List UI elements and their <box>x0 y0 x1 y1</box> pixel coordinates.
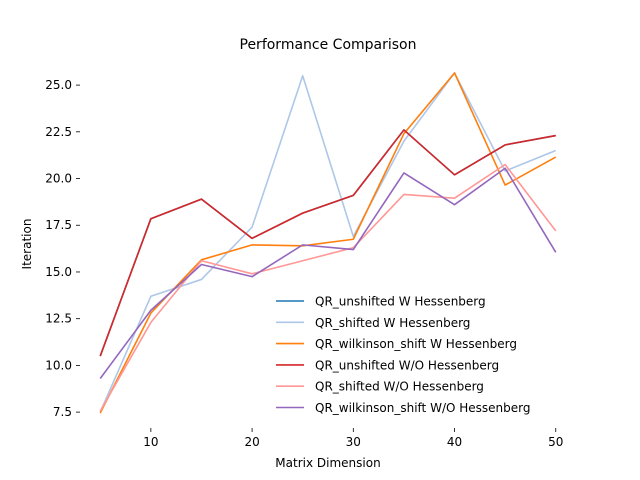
y-tick-label: 7.5 <box>53 405 72 419</box>
legend-label: QR_shifted W Hessenberg <box>315 316 470 330</box>
legend-label: QR_shifted W/O Hessenberg <box>315 380 484 394</box>
x-tick-label: 50 <box>548 435 563 449</box>
y-axis-label: Iteration <box>20 219 34 270</box>
chart-title: Performance Comparison <box>240 37 417 53</box>
y-tick-label: 22.5 <box>45 125 72 139</box>
x-tick-label: 10 <box>143 435 158 449</box>
x-axis-label: Matrix Dimension <box>275 456 380 470</box>
x-tick-label: 20 <box>244 435 259 449</box>
y-tick-label: 12.5 <box>45 312 72 326</box>
series-line <box>99 167 557 379</box>
legend-label: QR_wilkinson_shift W/O Hessenberg <box>315 401 530 415</box>
series-layer <box>99 72 557 414</box>
y-tick-label: 15.0 <box>45 265 72 279</box>
series-line <box>99 163 557 412</box>
legend-label: QR_unshifted W/O Hessenberg <box>315 358 499 372</box>
legend-label: QR_wilkinson_shift W Hessenberg <box>315 337 517 351</box>
y-tick-label: 20.0 <box>45 172 72 186</box>
y-tick-label: 17.5 <box>45 218 72 232</box>
y-tick-label: 10.0 <box>45 358 72 372</box>
x-tick-label: 30 <box>346 435 361 449</box>
legend: QR_unshifted W Hessenberg QR_shifted W He… <box>276 295 530 415</box>
y-tick-label: 25.0 <box>45 78 72 92</box>
series-line <box>99 129 556 357</box>
x-tick-label: 40 <box>447 435 462 449</box>
legend-label: QR_unshifted W Hessenberg <box>315 295 486 309</box>
axes: 10 20 30 40 50 7.5 10.0 12.5 15.0 17.5 20.0 22.5 25.… <box>45 78 563 449</box>
